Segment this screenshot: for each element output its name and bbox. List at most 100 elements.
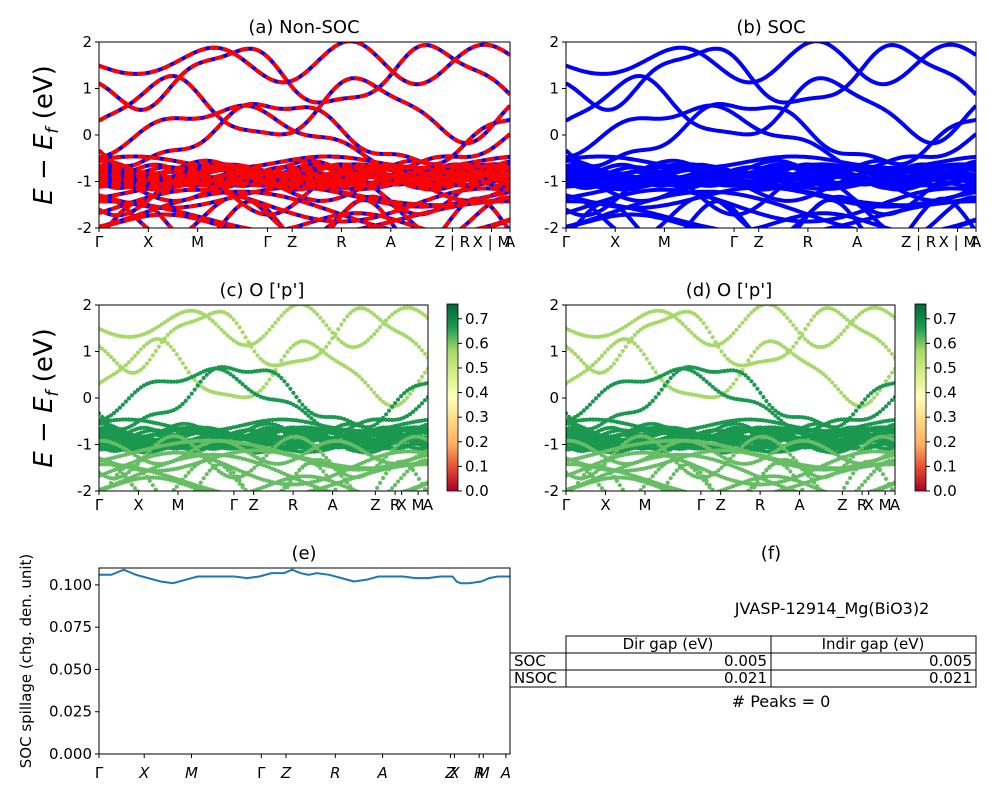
projected-point (195, 428, 200, 433)
projected-point (138, 385, 143, 390)
projected-point (713, 387, 718, 392)
projected-point (270, 417, 275, 422)
projected-point (791, 352, 796, 357)
projected-point (761, 394, 766, 400)
projected-point (285, 417, 290, 422)
y-tick-label: -2 (77, 482, 92, 500)
x-tick-label: R (803, 233, 813, 251)
projected-point (156, 344, 161, 349)
projected-point (405, 449, 410, 454)
projected-point (566, 379, 572, 384)
projected-point (237, 325, 242, 330)
projected-point (839, 423, 844, 428)
projected-point (889, 398, 895, 403)
projected-point (638, 379, 643, 384)
projected-point (267, 377, 272, 382)
projected-point (111, 358, 117, 363)
projected-point (665, 379, 670, 384)
band-line (566, 154, 976, 170)
projected-point (425, 438, 428, 443)
projected-point (174, 406, 179, 411)
projected-point (264, 421, 269, 426)
projected-point (102, 425, 108, 430)
projected-point (114, 465, 119, 470)
projected-point (593, 396, 599, 401)
projected-point (752, 382, 757, 387)
projected-point (773, 413, 778, 418)
projected-point (892, 355, 895, 360)
band-line (99, 101, 510, 169)
projected-point (213, 438, 218, 443)
projected-point (734, 327, 739, 332)
projected-point (839, 312, 844, 317)
projected-point (390, 417, 395, 423)
projected-point (282, 482, 287, 487)
projected-point (258, 356, 263, 361)
projected-point (752, 307, 757, 312)
projected-point (883, 404, 889, 409)
band-line (566, 42, 976, 112)
projected-point (333, 358, 338, 363)
projected-point (201, 488, 206, 491)
projected-point (387, 451, 392, 456)
projected-point (396, 491, 400, 495)
y-tick-label: -1 (77, 173, 92, 191)
projected-point (246, 369, 251, 374)
projected-point (761, 404, 766, 409)
projected-point (177, 356, 182, 361)
projected-point (282, 353, 287, 359)
projected-point (593, 334, 599, 339)
panel-b-title: (b) SOC (736, 17, 805, 38)
projected-point (300, 491, 304, 495)
projected-point (312, 309, 317, 314)
panel-a-title: (a) Non-SOC (248, 17, 359, 38)
projected-point (713, 369, 718, 374)
projected-point (243, 488, 248, 491)
projected-point (285, 482, 290, 487)
projected-point (246, 491, 250, 495)
projected-point (880, 341, 886, 346)
projected-point (629, 379, 634, 384)
projected-point (147, 468, 152, 473)
projected-point (135, 387, 140, 392)
projected-point (752, 349, 757, 354)
projected-point (644, 356, 649, 361)
projected-point (309, 416, 314, 421)
projected-point (848, 399, 853, 404)
projected-point (180, 361, 185, 366)
projected-point (238, 492, 242, 496)
projected-point (674, 316, 679, 321)
projected-point (291, 343, 296, 348)
projected-point (620, 326, 625, 331)
projected-point (165, 341, 170, 346)
projected-point (892, 394, 895, 400)
projected-point (351, 438, 356, 443)
projected-point (270, 363, 275, 368)
projected-point (270, 495, 274, 499)
projected-point (363, 428, 368, 433)
projected-point (363, 380, 368, 385)
projected-point (806, 322, 811, 327)
projected-point (171, 428, 176, 433)
projected-point (273, 417, 278, 422)
projected-point (695, 336, 700, 341)
projected-point (240, 485, 245, 490)
projected-point (192, 444, 197, 449)
projected-point (279, 376, 284, 381)
projected-point (782, 312, 787, 317)
projected-point (270, 504, 274, 508)
projected-point (318, 465, 323, 471)
projected-point (851, 417, 856, 422)
colorbar-tick-label: 0.7 (465, 310, 489, 328)
projected-point (695, 314, 700, 319)
projected-point (228, 471, 233, 476)
band-ylabel-middle: E − Ef (eV) (29, 328, 63, 468)
projected-point (665, 383, 670, 388)
projected-point (240, 382, 245, 387)
projected-point (632, 341, 637, 346)
projected-point (800, 358, 805, 363)
projected-point (794, 326, 799, 331)
projected-point (889, 351, 895, 356)
projected-point (183, 365, 188, 370)
projected-point (857, 312, 862, 317)
